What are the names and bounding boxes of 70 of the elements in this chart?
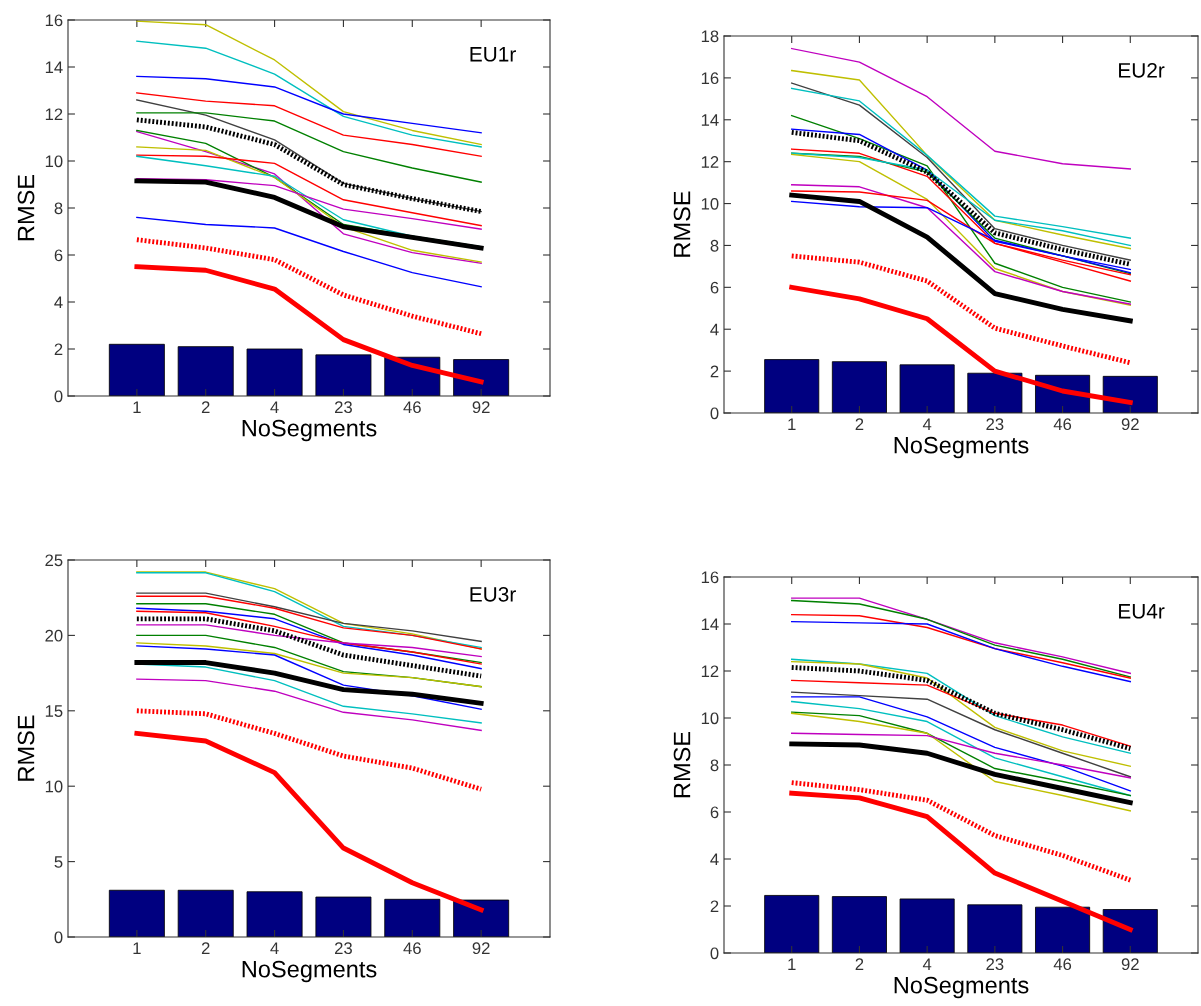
y-tick-label: 10 — [45, 780, 63, 793]
y-tick-label: 4 — [710, 323, 719, 336]
x-tick-label: 23 — [986, 958, 1004, 971]
x-axis-title: NoSegments — [894, 976, 1029, 999]
y-tick-label: 5 — [54, 856, 63, 868]
y-tick-label: 15 — [45, 705, 63, 717]
y-tick-label: 2 — [710, 900, 719, 913]
y-tick-label: 20 — [45, 629, 63, 642]
x-tick-label: 4 — [270, 401, 279, 413]
x-tick-label: 2 — [201, 401, 210, 413]
y-tick-label: 6 — [710, 281, 719, 294]
annotation: EU2r — [1119, 62, 1165, 78]
x-tick-label: 46 — [1053, 418, 1072, 431]
annotation: EU4r — [1119, 604, 1165, 619]
y-tick-label: 18 — [701, 30, 719, 43]
y-tick-label: 10 — [45, 155, 63, 168]
annotation: EU1r — [470, 47, 516, 62]
y-tick-label: 8 — [710, 239, 719, 252]
y-tick-label: 14 — [701, 618, 719, 631]
y-tick-label: 0 — [54, 390, 63, 403]
x-tick-label: 92 — [1121, 958, 1139, 971]
x-tick-label: 2 — [201, 942, 210, 954]
x-tick-label: 1 — [133, 942, 141, 954]
x-tick-label: 46 — [1053, 958, 1072, 971]
y-tick-label: 0 — [710, 407, 719, 420]
y-tick-label: 2 — [54, 343, 63, 356]
y-tick-label: 12 — [45, 108, 63, 121]
x-tick-label: 23 — [986, 418, 1004, 431]
y-axis-title: RMSE — [17, 174, 35, 241]
y-tick-label: 8 — [710, 759, 719, 772]
x-tick-label: 46 — [403, 942, 421, 955]
y-tick-label: 16 — [701, 571, 719, 584]
x-tick-label: 1 — [133, 401, 141, 413]
x-tick-label: 46 — [403, 401, 421, 414]
y-tick-label: 0 — [54, 931, 63, 944]
x-tick-label: 23 — [335, 942, 352, 955]
x-tick-label: 1 — [788, 418, 796, 430]
x-axis-title: NoSegments — [242, 419, 377, 442]
y-tick-label: 6 — [54, 249, 63, 262]
x-tick-label: 92 — [1121, 418, 1139, 431]
x-tick-label: 1 — [788, 958, 796, 970]
y-tick-label: 14 — [701, 114, 719, 126]
y-tick-label: 8 — [54, 202, 63, 215]
y-tick-label: 4 — [710, 853, 719, 866]
y-tick-label: 4 — [54, 296, 63, 309]
x-axis-title: NoSegments — [894, 436, 1029, 459]
y-tick-label: 25 — [45, 554, 63, 567]
y-tick-label: 10 — [701, 712, 719, 725]
y-tick-label: 12 — [701, 665, 719, 678]
y-tick-label: 16 — [45, 14, 63, 27]
y-tick-label: 2 — [710, 365, 719, 378]
y-axis-title: RMSE — [673, 191, 691, 257]
y-tick-label: 0 — [710, 947, 719, 960]
y-axis-title: RMSE — [17, 715, 35, 781]
x-tick-label: 4 — [270, 942, 279, 954]
annotation: EU3r — [470, 586, 516, 602]
x-axis-title: NoSegments — [242, 960, 377, 983]
y-tick-label: 14 — [45, 61, 63, 74]
y-tick-label: 10 — [701, 197, 719, 210]
y-axis-title: RMSE — [673, 731, 691, 798]
y-tick-label: 6 — [710, 806, 719, 819]
x-tick-label: 23 — [335, 401, 352, 414]
x-tick-label: 4 — [922, 418, 932, 430]
x-tick-label: 2 — [855, 958, 864, 970]
x-tick-label: 92 — [472, 401, 490, 414]
y-tick-label: 12 — [701, 156, 719, 168]
x-tick-label: 4 — [922, 958, 932, 970]
x-tick-label: 2 — [855, 418, 864, 430]
y-tick-label: 16 — [701, 72, 719, 85]
x-tick-label: 92 — [472, 942, 490, 955]
